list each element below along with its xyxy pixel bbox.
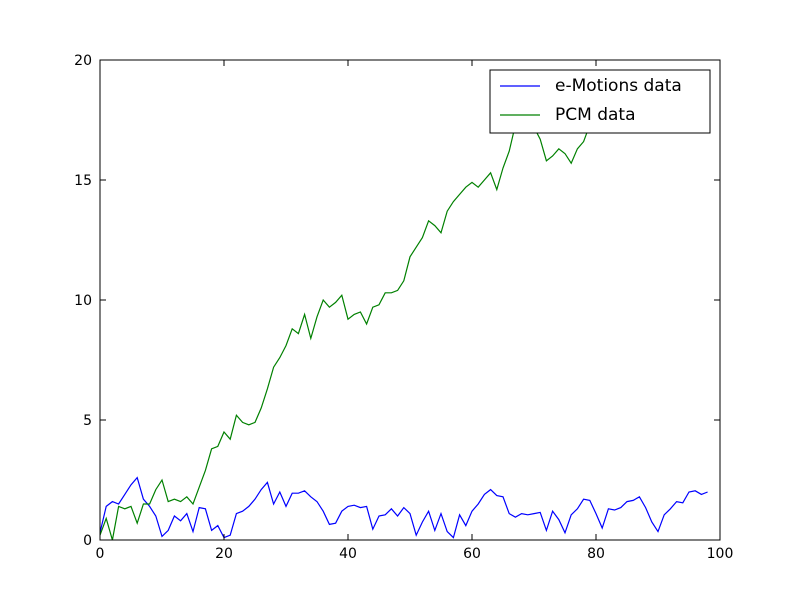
- y-tick-label: 15: [74, 173, 92, 189]
- x-tick-label: 80: [587, 546, 605, 562]
- x-tick-label: 20: [215, 546, 233, 562]
- legend: e-Motions data PCM data: [489, 69, 711, 134]
- legend-box: [489, 69, 711, 134]
- x-tick-label: 40: [339, 546, 357, 562]
- legend-label: e-Motions data: [555, 76, 682, 96]
- x-tick-label: 60: [463, 546, 481, 562]
- y-tick-label: 0: [83, 533, 92, 549]
- y-tick-label: 10: [74, 293, 92, 309]
- x-tick-label: 0: [96, 546, 105, 562]
- x-tick-label: 100: [707, 546, 734, 562]
- axes-frame: [99, 59, 721, 541]
- y-tick-label: 5: [83, 413, 92, 429]
- legend-label: PCM data: [555, 105, 635, 125]
- y-tick-label: 20: [74, 53, 92, 69]
- data-line: [100, 476, 708, 539]
